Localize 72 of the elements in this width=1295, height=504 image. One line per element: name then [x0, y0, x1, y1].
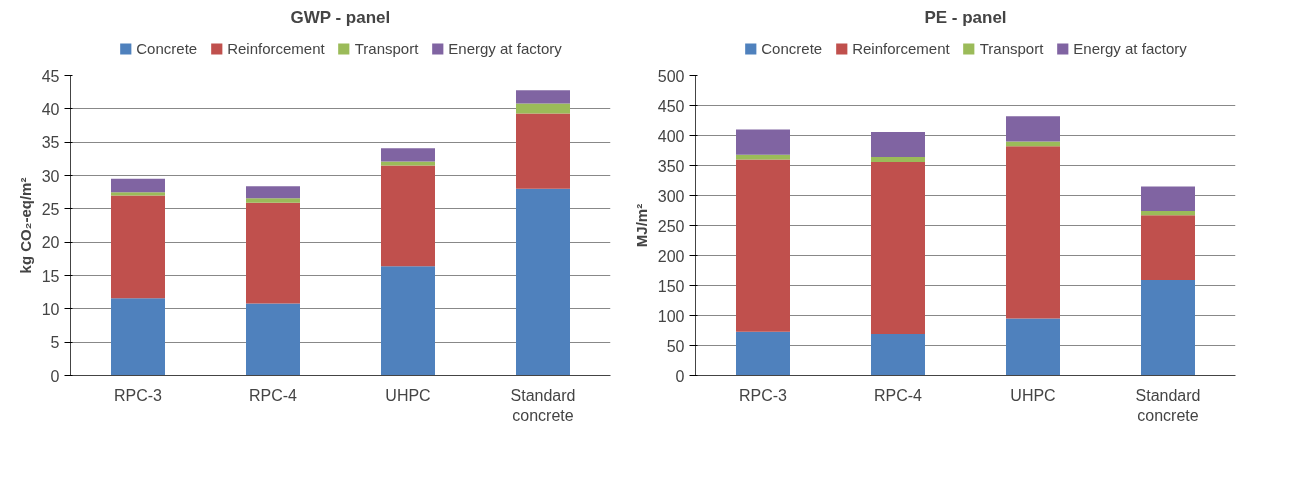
bar: [871, 157, 925, 162]
y-tick-label: 30: [41, 167, 60, 185]
x-tick-label: UHPC: [1010, 386, 1056, 404]
legend-label: Concrete: [136, 39, 198, 57]
bar: [246, 303, 300, 376]
y-tick-label: 20: [41, 234, 60, 252]
y-axis-title: kg CO₂-eq/m²: [16, 177, 34, 274]
y-tick-label: 50: [666, 337, 685, 355]
y-tick-label: 40: [41, 100, 60, 118]
bar: [1141, 186, 1195, 212]
bar: [381, 165, 435, 267]
bar: [1006, 116, 1060, 142]
y-tick-label: 0: [675, 367, 685, 385]
bar: [1006, 146, 1060, 319]
y-tick-label: 150: [657, 277, 685, 295]
bar: [871, 334, 925, 376]
bar: [1141, 215, 1195, 281]
y-tick-label: 10: [41, 300, 60, 318]
bar: [381, 148, 435, 162]
y-tick-label: 35: [41, 134, 60, 152]
y-tick-label: 0: [50, 367, 60, 385]
bar: [246, 198, 300, 203]
x-tick-label: RPC-3: [114, 386, 163, 404]
y-tick-label: 15: [41, 267, 60, 285]
bar: [516, 113, 570, 189]
chart-title: GWP - panel: [290, 7, 391, 27]
y-tick-label: 100: [657, 307, 685, 325]
bar: [871, 161, 925, 335]
y-tick-label: 350: [657, 157, 685, 175]
bar: [381, 161, 435, 166]
bar: [736, 129, 790, 155]
bar: [246, 202, 300, 304]
y-tick-label: 250: [657, 217, 685, 235]
y-tick-label: 25: [41, 200, 60, 218]
bar: [736, 159, 790, 332]
bar: [111, 178, 165, 193]
legend-label: Transport: [979, 39, 1044, 57]
bar: [111, 195, 165, 299]
bar: [111, 298, 165, 376]
legend-label: Energy at factory: [448, 39, 562, 57]
y-tick-label: 45: [41, 67, 60, 85]
x-tick-label: Standard concrete: [510, 386, 576, 424]
y-axis-title: MJ/m²: [632, 203, 650, 248]
bar: [246, 186, 300, 199]
x-tick-label: RPC-3: [739, 386, 788, 404]
bar: [871, 131, 925, 158]
legend-label: Energy at factory: [1073, 39, 1187, 57]
bar: [1006, 318, 1060, 376]
bar: [736, 154, 790, 160]
bar: [736, 331, 790, 376]
bar: [111, 192, 165, 196]
bar: [516, 103, 570, 114]
y-tick-label: 500: [657, 67, 685, 85]
legend-label: Transport: [354, 39, 419, 57]
y-tick-label: 5: [50, 334, 60, 352]
legend-label: Concrete: [761, 39, 823, 57]
bar: [516, 90, 570, 104]
legend-label: Reinforcement: [852, 39, 950, 57]
x-tick-label: RPC-4: [249, 386, 298, 404]
y-tick-label: 300: [657, 187, 685, 205]
x-tick-label: Standard concrete: [1135, 386, 1201, 424]
bar: [1141, 280, 1195, 376]
legend-label: Reinforcement: [227, 39, 325, 57]
y-tick-label: 450: [657, 97, 685, 115]
bar: [381, 266, 435, 376]
x-tick-label: UHPC: [385, 386, 431, 404]
y-tick-label: 400: [657, 127, 685, 145]
bar: [516, 188, 570, 376]
bar: [1141, 211, 1195, 216]
x-tick-label: RPC-4: [874, 386, 923, 404]
y-tick-label: 200: [657, 247, 685, 265]
chart-title: PE - panel: [924, 7, 1007, 27]
